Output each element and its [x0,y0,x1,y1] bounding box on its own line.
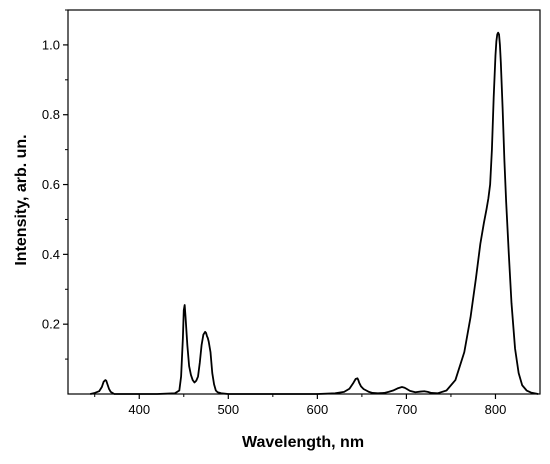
y-tick-label: 0.8 [42,107,60,122]
y-tick-label: 0.6 [42,177,60,192]
x-axis-title: Wavelength, nm [242,434,364,451]
chart-axes: 400 500 600 700 800 0.2 0.4 0.6 0.8 1.0 [42,9,541,417]
x-tick-label: 600 [307,402,329,417]
x-tick-label: 700 [396,402,418,417]
x-tick-label: 400 [128,402,150,417]
y-axis-title: Intensity, arb. un. [13,134,30,265]
plot-frame [67,9,541,395]
y-tick-label: 0.2 [42,317,60,332]
y-tick-label: 1.0 [42,37,60,52]
x-tick-label: 500 [217,402,239,417]
x-tick-label: 800 [485,402,507,417]
y-tick-label: 0.4 [42,247,60,262]
series-line [90,31,539,395]
